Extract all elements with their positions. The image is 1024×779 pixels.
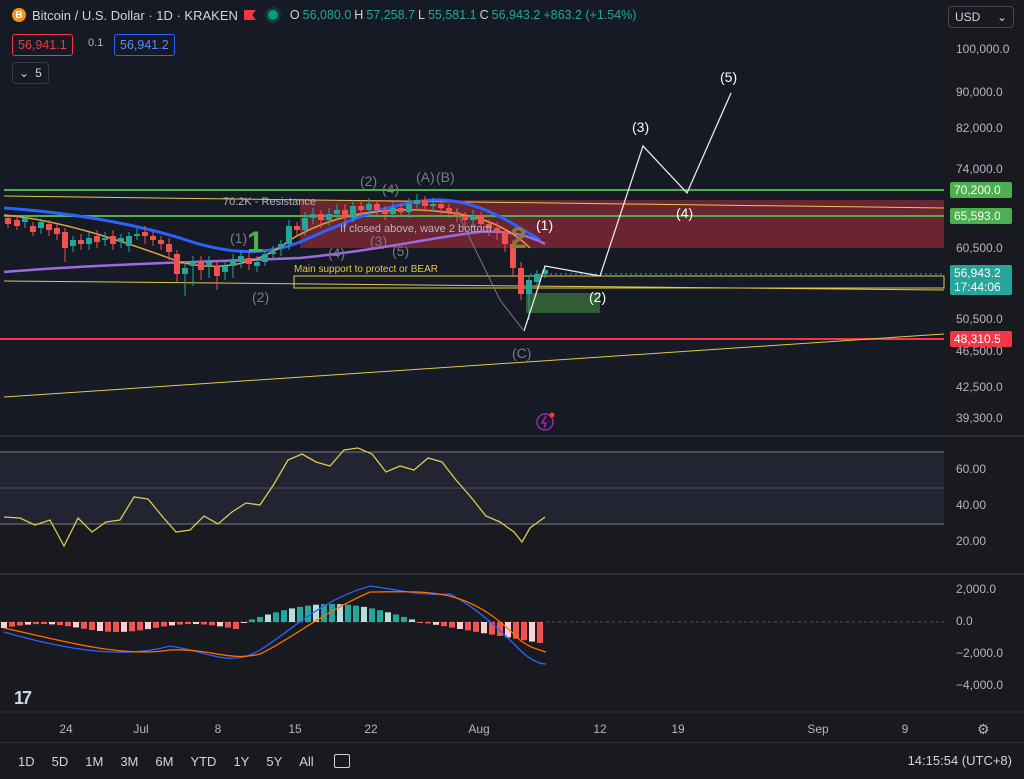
wave-label-A: (A) bbox=[416, 169, 435, 185]
sell-button[interactable]: 56,941.1 bbox=[12, 34, 73, 56]
timeframe-button[interactable]: 5Y bbox=[266, 753, 283, 769]
timeframe-button[interactable]: YTD bbox=[190, 753, 217, 769]
chevron-down-icon: ⌄ bbox=[996, 10, 1007, 24]
time-tick-label: Aug bbox=[468, 722, 490, 736]
rsi-tick-label: 40.00 bbox=[956, 498, 987, 512]
resistance-zone bbox=[300, 200, 944, 248]
wave-label-1-left: (1) bbox=[230, 230, 247, 246]
trendline-lower-2 bbox=[3, 333, 945, 398]
time-tick-label: 19 bbox=[671, 722, 685, 736]
timeframe-button[interactable]: 6M bbox=[155, 753, 174, 769]
price-tick-label: 39,300.0 bbox=[956, 411, 1003, 425]
support-box bbox=[293, 275, 945, 289]
rsi-line bbox=[3, 447, 546, 548]
time-tick-label: 9 bbox=[901, 722, 909, 736]
wave-1-big: 1 bbox=[247, 226, 264, 259]
proj-label-2: (2) bbox=[589, 289, 606, 305]
price-badge: 65,593.0 bbox=[950, 208, 1012, 224]
rsi-tick-label: 60.00 bbox=[956, 462, 987, 476]
signal-line bbox=[3, 591, 547, 658]
symbol-title[interactable]: Bitcoin / U.S. Dollar · 1D · KRAKEN bbox=[32, 7, 238, 23]
wave-label-5-mid: (5) bbox=[392, 243, 409, 259]
time-tick-label: 8 bbox=[214, 722, 222, 736]
wave-label-4-top: (4) bbox=[382, 181, 399, 197]
proj-label-5: (5) bbox=[720, 69, 737, 85]
timeframe-button[interactable]: 1M bbox=[85, 753, 104, 769]
ohlc-values: O 56,080.0 H 57,258.7 L 55,581.1 C 56,943.2 … bbox=[289, 8, 637, 22]
timeframe-button[interactable]: 1D bbox=[18, 753, 35, 769]
candles bbox=[5, 194, 548, 320]
macd-tick-label: 2,000.0 bbox=[956, 582, 997, 596]
time-tick-label: Sep bbox=[807, 722, 829, 736]
price-badge: 17:44:06 bbox=[950, 279, 1012, 295]
clock[interactable]: 14:15:54 (UTC+8) bbox=[907, 753, 1012, 768]
ma-blue bbox=[3, 198, 541, 254]
macd-tick-label: −2,000.0 bbox=[956, 646, 1004, 660]
wave-label-2-top: (2) bbox=[360, 173, 377, 189]
price-badge: 70,200.0 bbox=[950, 182, 1012, 198]
proj-label-3: (3) bbox=[632, 119, 649, 135]
price-tick-label: 50,500.0 bbox=[956, 312, 1003, 326]
price-badge: 56,943.2 bbox=[950, 265, 1012, 281]
annotation-wave2: If closed above, wave 2 bottom bbox=[340, 223, 492, 235]
time-tick-label: 12 bbox=[593, 722, 607, 736]
wave-label-4-mid: (4) bbox=[328, 245, 345, 261]
bottom-toolbar: 1D 5D 1M 3M 6M YTD 1Y 5Y All 14:15:54 (UTC+8) bbox=[0, 742, 1024, 779]
settings-icon[interactable]: ⚙ bbox=[977, 721, 990, 737]
macd-tick-label: 0.0 bbox=[956, 614, 973, 628]
price-tick-label: 42,500.0 bbox=[956, 380, 1003, 394]
target-zone bbox=[526, 293, 600, 313]
wave-label-2-left: (2) bbox=[252, 289, 269, 305]
wave-2-big: 2 bbox=[510, 222, 527, 255]
lightning-icon[interactable] bbox=[536, 413, 554, 431]
flag-icon[interactable] bbox=[243, 10, 256, 20]
tradingview-logo[interactable]: 17 bbox=[14, 688, 32, 708]
rsi-tick-label: 20.00 bbox=[956, 534, 987, 548]
price-tick-label: 60,500.0 bbox=[956, 241, 1003, 255]
currency-select[interactable]: USD ⌄ bbox=[948, 6, 1014, 28]
price-tick-label: 100,000.0 bbox=[956, 42, 1010, 56]
macd-histogram bbox=[1, 604, 543, 643]
time-tick-label: Jul bbox=[133, 722, 149, 736]
timeframe-button[interactable]: 3M bbox=[120, 753, 139, 769]
proj-label-4: (4) bbox=[676, 205, 693, 221]
indicators-toggle[interactable]: ⌄ 5 bbox=[12, 62, 49, 84]
abc-correction bbox=[455, 209, 525, 332]
timeframe-button[interactable]: All bbox=[299, 753, 314, 769]
timeframe-button[interactable]: 1Y bbox=[233, 753, 250, 769]
spread-value: 0.1 bbox=[88, 37, 104, 49]
proj-label-1: (1) bbox=[536, 217, 553, 233]
chevron-down-icon: ⌄ bbox=[19, 66, 30, 80]
trendline-upper bbox=[3, 195, 945, 209]
price-tick-label: 90,000.0 bbox=[956, 85, 1003, 99]
wave-label-3-left: (3) bbox=[370, 233, 387, 249]
timeframe-button[interactable]: 5D bbox=[51, 753, 69, 769]
wave-label-C: (C) bbox=[512, 345, 531, 361]
time-tick-label: 24 bbox=[59, 722, 73, 736]
buy-button[interactable]: 56,941.2 bbox=[114, 34, 175, 56]
bitcoin-icon: B bbox=[12, 8, 26, 22]
calendar-icon[interactable] bbox=[333, 754, 350, 768]
time-tick-label: 22 bbox=[364, 722, 378, 736]
price-tick-label: 82,000.0 bbox=[956, 121, 1003, 135]
wave-label-B: (B) bbox=[436, 169, 455, 185]
annotation-main-support: Main support to protect or BEAR bbox=[294, 264, 438, 275]
wave-projection bbox=[523, 92, 732, 332]
time-tick-label: 15 bbox=[288, 722, 302, 736]
price-tick-label: 46,500.0 bbox=[956, 344, 1003, 358]
annotation-resistance: 70.2K - Resistance bbox=[223, 196, 316, 208]
price-tick-label: 74,000.0 bbox=[956, 162, 1003, 176]
macd-line bbox=[3, 585, 547, 665]
price-badge: 48,310.5 bbox=[950, 331, 1012, 347]
market-status-icon bbox=[267, 10, 278, 20]
macd-tick-label: −4,000.0 bbox=[956, 678, 1004, 692]
